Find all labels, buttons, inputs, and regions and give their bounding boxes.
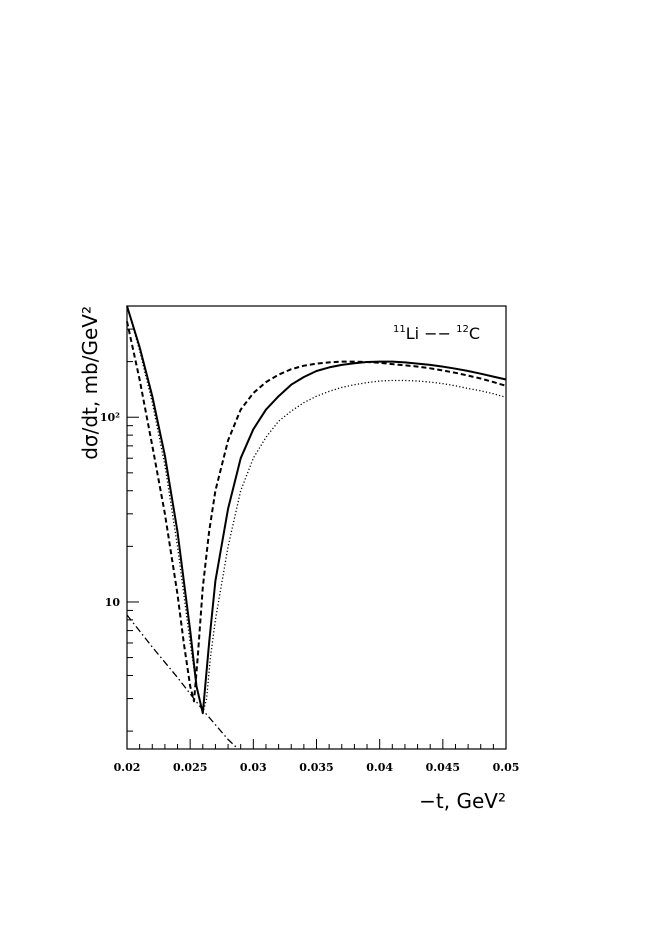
x-tick-label: 0.05 [493,761,520,774]
x-tick-label: 0.045 [426,761,460,774]
reaction-separator: −− [419,324,456,343]
curve-solid [126,305,507,715]
curves [126,305,507,750]
nucleus1-mass: 11 [393,324,406,335]
y-tick-label: 10 [105,596,121,609]
y-tick-labels: 10 10² [100,411,120,609]
curve-dash-dot [126,614,239,750]
nucleus2-mass: 12 [456,324,469,335]
curve-dashed [126,321,507,703]
nucleus2: C [469,324,480,343]
axis-ticks [126,305,507,749]
x-tick-labels: 0.02 0.025 0.03 0.035 0.04 0.045 0.05 [114,761,520,774]
nucleus1: Li [406,324,419,343]
x-tick-label: 0.04 [366,761,393,774]
curve-dotted [126,305,507,714]
y-axis-title: dσ/dt, mb/GeV² [78,306,102,460]
x-tick-label: 0.02 [114,761,141,774]
x-tick-label: 0.035 [299,761,333,774]
y-tick-label: 10² [100,411,120,424]
reaction-annotation: 11Li −− 12C [393,324,480,343]
x-axis-title: −t, GeV² [419,789,506,813]
x-tick-label: 0.03 [240,761,267,774]
x-tick-label: 0.025 [173,761,207,774]
